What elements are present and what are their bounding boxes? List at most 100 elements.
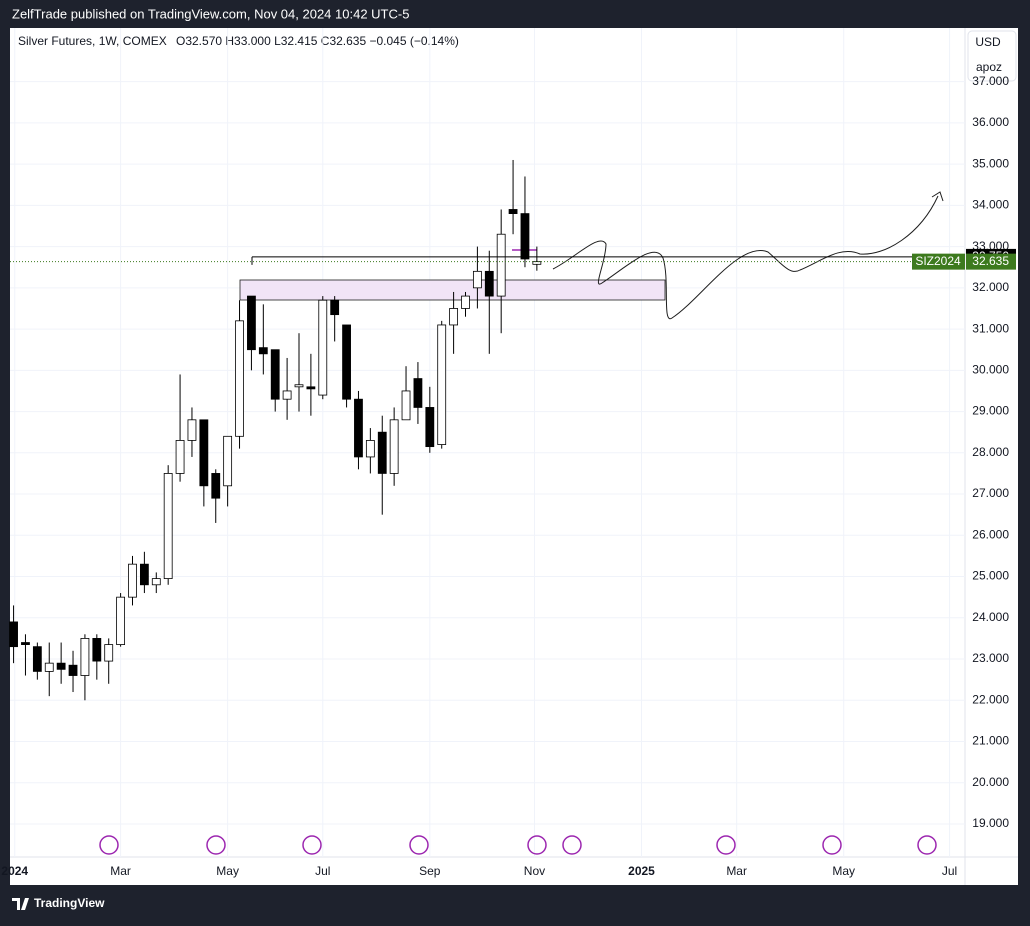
candle-body <box>80 638 90 676</box>
candle-body <box>282 390 292 400</box>
candle-body <box>496 233 506 297</box>
ohlc-legend: O32.570 H33.000 L32.415 C32.635 −0.045 (… <box>176 34 459 48</box>
currency-label: USD <box>975 35 1001 49</box>
candle-body <box>258 347 268 355</box>
candle-body <box>354 398 363 458</box>
candle-body <box>175 440 185 474</box>
event-icon[interactable] <box>409 835 429 855</box>
publisher-line: ZelfTrade published on TradingView.com, … <box>12 6 409 21</box>
event-icon[interactable] <box>917 835 937 855</box>
candle-body <box>520 213 530 260</box>
symbol-tag <box>912 253 965 270</box>
labels: 19.000 20.000 21.000 22.000 23.000 24.000 25.0… <box>1 74 1016 878</box>
candle-body <box>104 644 114 662</box>
candle-body <box>32 646 42 672</box>
y-tick-label: 20.000 <box>972 775 1009 789</box>
candle-body <box>247 295 256 351</box>
candle-body <box>116 596 126 645</box>
y-tick-label: 21.000 <box>972 734 1009 748</box>
last-price-tag <box>966 253 1016 270</box>
candle-body <box>377 431 387 474</box>
x-tick-label: Mar <box>110 864 131 878</box>
brand: TradingView <box>34 896 105 910</box>
candle-body <box>425 407 435 448</box>
y-tick-label: 25.000 <box>972 569 1009 583</box>
candle-body <box>437 324 447 445</box>
y-tick-label: 19.000 <box>972 816 1009 830</box>
candle-body <box>151 578 161 586</box>
y-tick-label: 27.000 <box>972 486 1009 500</box>
candle-body <box>68 664 78 676</box>
candle-body <box>139 563 149 586</box>
candle-body <box>401 390 411 421</box>
candle-body <box>235 320 244 437</box>
candle-body <box>163 473 173 580</box>
candle-body <box>44 662 54 672</box>
candle-body <box>128 563 137 598</box>
y-tick-label: 23.000 <box>972 651 1009 665</box>
event-icon[interactable] <box>206 835 226 855</box>
brand-logo <box>12 898 29 910</box>
event-icon[interactable] <box>527 835 547 855</box>
zone-box <box>239 279 666 301</box>
event-icons <box>99 835 937 855</box>
y-tick-label: 37.000 <box>972 74 1009 88</box>
candle-body <box>461 295 470 309</box>
scale-box[interactable] <box>967 30 1017 82</box>
candle-body <box>330 299 340 316</box>
candle-body <box>389 419 399 474</box>
candle-body <box>532 261 542 265</box>
candles <box>9 159 965 701</box>
x-tick-label: 2025 <box>628 864 655 878</box>
symbol-title: Silver Futures, 1W, COMEX <box>18 34 167 48</box>
y-tick-label: 28.000 <box>972 445 1009 459</box>
candle-body <box>306 386 316 390</box>
candle-body <box>508 209 518 214</box>
candle-body <box>9 621 18 648</box>
y-tick-label: 36.000 <box>972 115 1009 129</box>
x-tick-label: May <box>216 864 239 878</box>
candle-body <box>187 419 197 441</box>
x-tick-label: Mar <box>726 864 747 878</box>
event-icon[interactable] <box>302 835 322 855</box>
last-price-label: 32.635 <box>972 254 1009 268</box>
candle-body <box>211 473 221 499</box>
symbol-label: SIZ2024 <box>915 254 961 268</box>
x-tick-label: May <box>832 864 855 878</box>
chart-background <box>10 28 1018 885</box>
candle-body <box>318 299 328 396</box>
candle-body <box>472 270 482 289</box>
projection-arrowhead <box>931 191 944 202</box>
x-tick-label: Jul <box>315 864 330 878</box>
scale-mode: apoz <box>976 60 1002 74</box>
candle-body <box>21 642 30 645</box>
candle-body <box>342 324 351 400</box>
candle-body <box>92 638 102 662</box>
candle-body <box>365 440 375 458</box>
candle-body <box>449 308 459 326</box>
y-tick-label: 22.000 <box>972 692 1009 706</box>
event-icon[interactable] <box>99 835 119 855</box>
x-tick-label: Nov <box>524 864 545 878</box>
candle-body <box>223 435 233 487</box>
x-tick-label: Sep <box>419 864 441 878</box>
event-icon[interactable] <box>822 835 842 855</box>
y-tick-label: 29.000 <box>972 404 1009 418</box>
y-tick-label: 32.000 <box>972 280 1009 294</box>
y-tick-label: 30.000 <box>972 362 1009 376</box>
event-icon[interactable] <box>716 835 736 855</box>
candle-body <box>56 662 66 670</box>
x-tick-label: 2024 <box>1 864 28 878</box>
candle-body <box>294 384 304 388</box>
candle-body <box>413 378 423 408</box>
projection-path <box>552 195 939 320</box>
y-tick-label: 35.000 <box>972 156 1009 170</box>
candle-body <box>199 419 209 487</box>
x-tick-label: Jul <box>942 864 957 878</box>
y-tick-label: 24.000 <box>972 610 1009 624</box>
candle-body <box>270 349 280 400</box>
y-tick-label: 34.000 <box>972 198 1009 212</box>
event-icon[interactable] <box>562 835 582 855</box>
